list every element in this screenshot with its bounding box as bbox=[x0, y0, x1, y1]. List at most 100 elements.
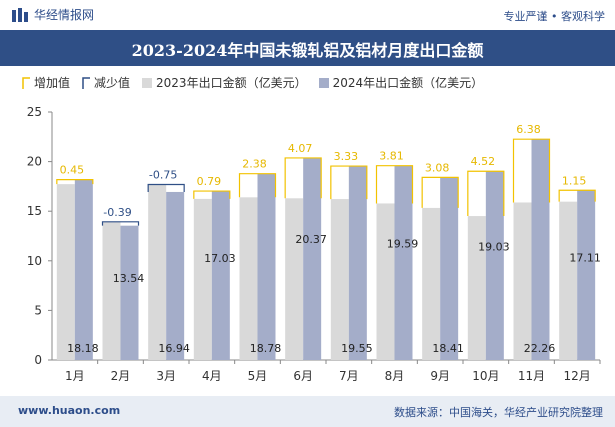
y-tick-label: 10 bbox=[27, 254, 42, 268]
bar-2024 bbox=[531, 139, 550, 360]
value-label-2024: 17.03 bbox=[204, 252, 236, 265]
bar-2023 bbox=[376, 203, 395, 360]
footer-url: www.huaon.com bbox=[18, 404, 121, 417]
legend-2023-swatch bbox=[142, 77, 153, 88]
increase-bracket bbox=[512, 138, 551, 203]
legend-label-2024: 2024年出口金额（亿美元） bbox=[332, 76, 484, 90]
bar-2023 bbox=[513, 202, 532, 360]
increase-bracket bbox=[421, 176, 459, 208]
x-tick-label: 6月 bbox=[293, 369, 313, 383]
brand-name: 华经情报网 bbox=[34, 8, 95, 22]
change-label: -0.39 bbox=[103, 206, 131, 219]
change-label: 4.07 bbox=[288, 142, 313, 155]
y-tick-label: 0 bbox=[34, 353, 42, 367]
bar-2024 bbox=[166, 191, 185, 360]
bar-2024 bbox=[211, 191, 230, 360]
increase-bracket bbox=[238, 173, 277, 198]
decrease-bracket bbox=[147, 183, 185, 192]
bar-2023 bbox=[102, 221, 121, 360]
value-label-2024: 22.26 bbox=[524, 342, 556, 355]
bar-2024 bbox=[348, 166, 367, 360]
change-label: 6.38 bbox=[516, 123, 541, 136]
bar-2023 bbox=[56, 184, 75, 360]
increase-bracket bbox=[558, 189, 596, 202]
value-label-2024: 19.59 bbox=[387, 237, 419, 250]
bar-2024 bbox=[577, 190, 596, 360]
change-label: 2.38 bbox=[242, 158, 267, 171]
brand-logo-icon bbox=[12, 7, 28, 22]
title-bar: 2023-2024年中国未锻轧铝及铝材月度出口金额 bbox=[0, 30, 615, 66]
increase-bracket bbox=[467, 170, 505, 217]
increase-bracket bbox=[375, 165, 414, 204]
increase-bracket bbox=[193, 190, 231, 199]
bar-2023 bbox=[239, 197, 258, 360]
change-label: 4.52 bbox=[471, 155, 496, 168]
chart-marks: 0 5 10 15 20 25 0.45 18.18 1月 -0.39 13.54 2月 -0.75 16… bbox=[27, 105, 601, 383]
change-label: 3.33 bbox=[334, 150, 359, 163]
y-tick-label: 15 bbox=[27, 204, 42, 218]
footer-source: 数据来源：中国海关，华经产业研究院整理 bbox=[394, 406, 603, 419]
bar-2023 bbox=[559, 201, 578, 360]
legend-decrease-icon bbox=[82, 76, 91, 89]
x-tick-label: 7月 bbox=[339, 369, 359, 383]
chart-title: 2023-2024年中国未锻轧铝及铝材月度出口金额 bbox=[131, 41, 484, 60]
value-label-2024: 20.37 bbox=[295, 233, 327, 246]
x-tick-label: 12月 bbox=[564, 369, 591, 383]
legend-item-decrease: 减少值 bbox=[82, 74, 130, 91]
bar-2023 bbox=[330, 199, 349, 360]
value-label-2024: 19.55 bbox=[341, 342, 373, 355]
change-label: -0.75 bbox=[149, 169, 177, 182]
change-label: 3.81 bbox=[379, 150, 404, 163]
legend-item-2023: 2023年出口金额（亿美元） bbox=[142, 74, 307, 91]
x-tick-label: 3月 bbox=[156, 369, 176, 383]
slogan: 专业严谨 • 客观科学 bbox=[503, 10, 605, 23]
bar-2023 bbox=[422, 207, 441, 360]
y-tick-label: 20 bbox=[27, 155, 42, 169]
bar-2024 bbox=[120, 225, 139, 360]
x-tick-label: 2月 bbox=[111, 369, 131, 383]
bar-2024 bbox=[394, 165, 413, 360]
x-tick-label: 4月 bbox=[202, 369, 222, 383]
legend-2024-swatch bbox=[318, 77, 329, 88]
footer: www.huaon.com 数据来源：中国海关，华经产业研究院整理 bbox=[0, 396, 615, 427]
legend-label-decrease: 减少值 bbox=[94, 76, 131, 90]
change-label: 3.08 bbox=[425, 161, 450, 174]
legend-increase-icon bbox=[22, 76, 30, 89]
value-label-2024: 18.78 bbox=[250, 342, 282, 355]
bar-2023 bbox=[285, 198, 304, 360]
x-tick-label: 11月 bbox=[518, 369, 545, 383]
increase-bracket bbox=[330, 165, 368, 200]
decrease-bracket bbox=[101, 221, 140, 226]
legend: 增加值 减少值 2023年出口金额（亿美元） 2024年出口金额（亿美元） bbox=[22, 74, 495, 91]
x-tick-label: 9月 bbox=[430, 369, 450, 383]
bar-2024 bbox=[485, 171, 504, 360]
bar-2023 bbox=[193, 198, 212, 360]
x-tick-label: 10月 bbox=[472, 369, 499, 383]
increase-bracket bbox=[284, 157, 322, 199]
x-tick-label: 5月 bbox=[248, 369, 268, 383]
bar-chart: 0 5 10 15 20 25 0.45 18.18 1月 -0.39 13.54 2月 -0.75 16… bbox=[27, 105, 601, 383]
y-tick-label: 5 bbox=[34, 303, 42, 317]
value-label-2024: 19.03 bbox=[478, 241, 510, 254]
value-label-2024: 13.54 bbox=[113, 272, 145, 285]
brand: 华经情报网 bbox=[12, 6, 94, 23]
legend-label-increase: 增加值 bbox=[34, 76, 71, 90]
increase-bracket bbox=[56, 179, 94, 185]
top-bar: 华经情报网 专业严谨 • 客观科学 bbox=[0, 0, 615, 30]
bar-2023 bbox=[467, 216, 486, 360]
change-label: 0.79 bbox=[197, 175, 222, 188]
y-tick-label: 25 bbox=[27, 105, 42, 119]
change-label: 1.15 bbox=[562, 174, 587, 187]
bar-2024 bbox=[440, 177, 459, 360]
value-label-2024: 18.41 bbox=[432, 342, 464, 355]
legend-label-2023: 2023年出口金额（亿美元） bbox=[156, 76, 307, 90]
bar-2024 bbox=[257, 173, 276, 360]
legend-item-increase: 增加值 bbox=[22, 74, 70, 91]
value-label-2024: 18.18 bbox=[67, 342, 99, 355]
x-tick-label: 8月 bbox=[385, 369, 405, 383]
value-label-2024: 16.94 bbox=[158, 342, 190, 355]
change-label: 0.45 bbox=[60, 164, 85, 177]
x-tick-label: 1月 bbox=[65, 369, 85, 383]
bar-2024 bbox=[74, 179, 93, 360]
